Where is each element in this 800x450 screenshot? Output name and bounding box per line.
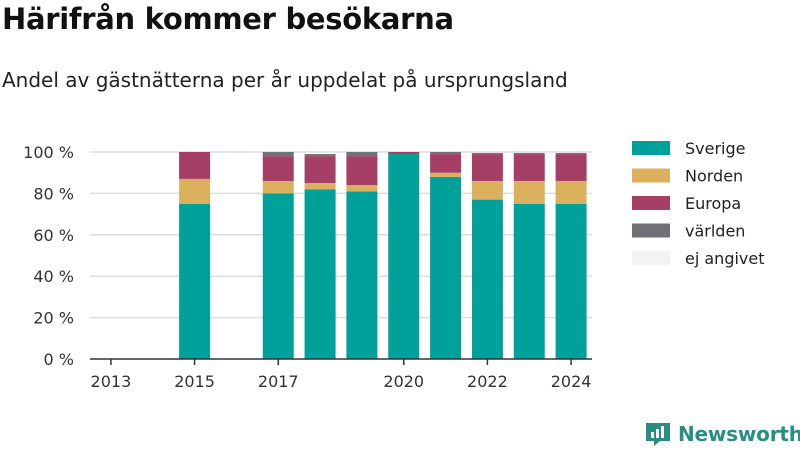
bar-segment xyxy=(304,156,336,184)
bar-segment xyxy=(179,152,211,179)
newsworthy-logo-icon xyxy=(646,423,670,446)
chart-title: Härifrån kommer besökarna xyxy=(2,2,454,36)
bar-segment xyxy=(555,154,587,181)
brand: Newsworthy xyxy=(644,420,800,448)
bar-segment xyxy=(430,172,462,177)
bar-segment xyxy=(513,203,545,359)
bar-segment xyxy=(262,156,294,181)
x-tick-label: 2017 xyxy=(258,372,299,391)
legend-label: Norden xyxy=(685,167,743,186)
bar-segment xyxy=(513,153,545,155)
legend-label: Europa xyxy=(685,194,741,213)
legend-swatch xyxy=(632,141,670,155)
bar-segment xyxy=(513,180,545,204)
y-tick-label: 40 % xyxy=(33,267,74,286)
bar-segment xyxy=(262,152,294,157)
x-tick-label: 2024 xyxy=(551,372,592,391)
brand-name: Newsworthy xyxy=(678,422,800,446)
bar-segment xyxy=(555,153,587,155)
bar-segment xyxy=(262,180,294,194)
bar-segment xyxy=(555,203,587,359)
bar-segment xyxy=(471,153,503,155)
bar-segment xyxy=(430,152,462,155)
y-tick-label: 100 % xyxy=(23,143,74,162)
legend-label: ej angivet xyxy=(685,249,765,268)
bar-segment xyxy=(430,154,462,173)
x-tick-label: 2022 xyxy=(467,372,508,391)
bar-segment xyxy=(304,189,336,359)
bar-segment xyxy=(304,154,336,157)
legend-swatch xyxy=(632,168,670,183)
bar-segment xyxy=(471,154,503,181)
legend-label: världen xyxy=(685,222,745,241)
y-tick-label: 0 % xyxy=(44,350,74,369)
y-tick-label: 80 % xyxy=(33,184,74,203)
bar-segment xyxy=(304,183,336,190)
bar-segment xyxy=(388,152,420,155)
bar-segment xyxy=(471,199,503,359)
y-tick-label: 20 % xyxy=(33,309,74,328)
legend-swatch xyxy=(632,251,670,265)
bar-segment xyxy=(346,191,378,359)
bar-segment xyxy=(388,154,420,359)
bar-segment xyxy=(555,180,587,204)
bar-segment xyxy=(262,193,294,359)
x-tick-label: 2020 xyxy=(383,372,424,391)
bar-segment xyxy=(430,176,462,359)
bar-segment xyxy=(346,185,378,192)
bar-segment xyxy=(471,180,503,200)
chart-subtitle: Andel av gästnätterna per år uppdelat på… xyxy=(2,68,568,92)
legend-label: Sverige xyxy=(685,139,746,158)
legend-swatch xyxy=(632,223,670,238)
bar-segment xyxy=(346,152,378,157)
bar-segment xyxy=(513,154,545,181)
bar-segment xyxy=(179,178,211,204)
y-tick-label: 60 % xyxy=(33,226,74,245)
bar-segment xyxy=(179,203,211,359)
x-tick-label: 2015 xyxy=(174,372,215,391)
legend-swatch xyxy=(632,196,670,210)
x-tick-label: 2013 xyxy=(91,372,132,391)
bar-segment xyxy=(346,156,378,186)
